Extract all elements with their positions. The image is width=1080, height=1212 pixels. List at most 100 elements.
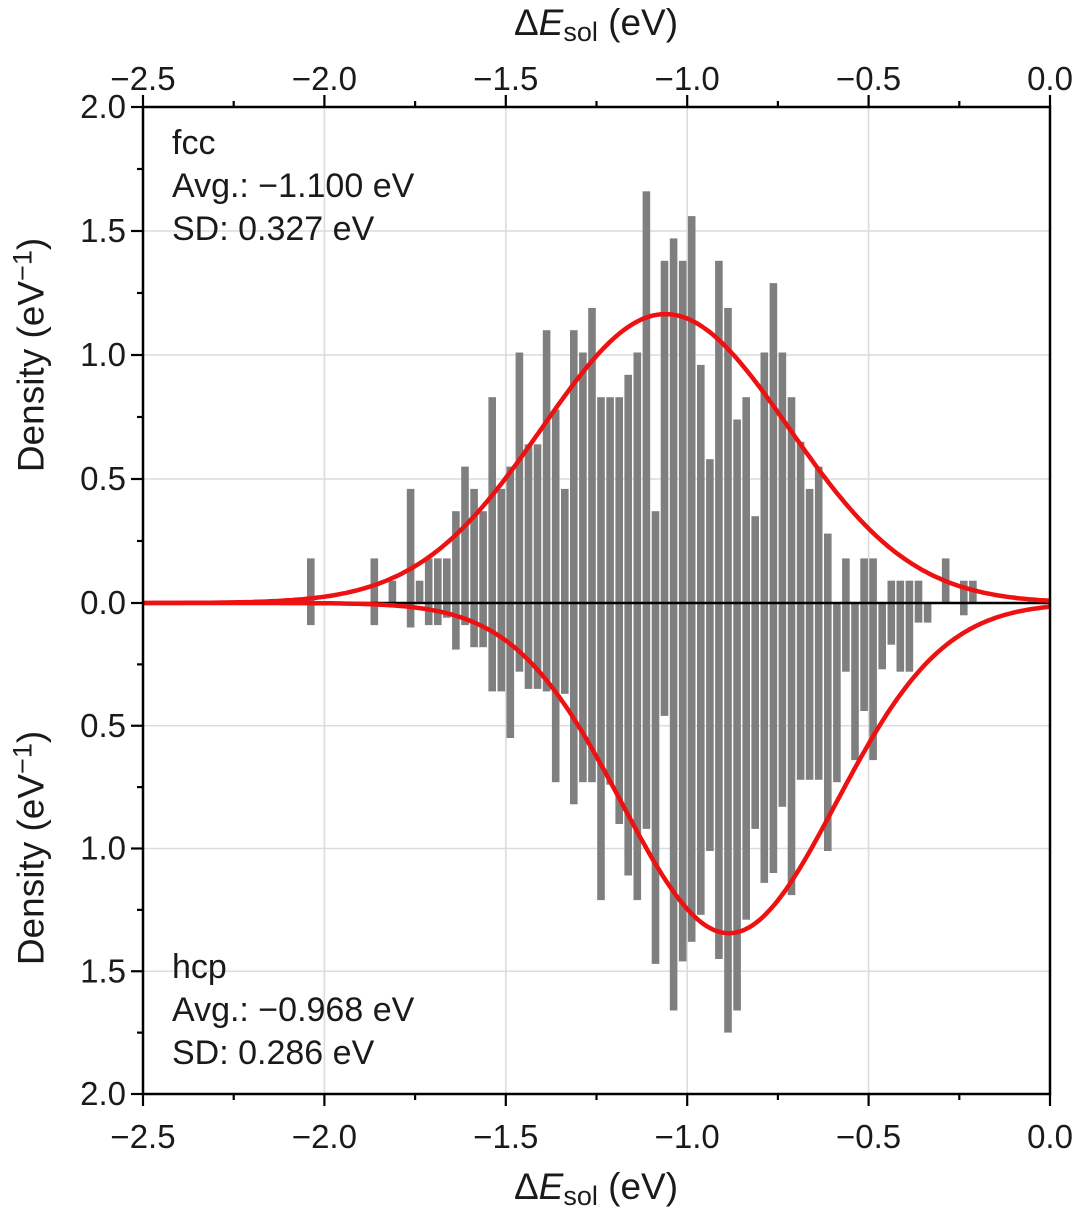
histogram-bar-fcc (787, 397, 796, 603)
annotation-fcc: fcc Avg.: −1.100 eV SD: 0.327 eV (172, 122, 414, 252)
histogram-bar-hcp (796, 603, 805, 780)
histogram-bar-fcc (651, 511, 660, 603)
histogram-bar-hcp (669, 603, 678, 1011)
histogram-bar-fcc (524, 444, 533, 603)
histogram-bar-hcp (742, 603, 750, 920)
histogram-bar-hcp (561, 603, 569, 694)
histogram-bar-hcp (515, 603, 524, 672)
histogram-bar-hcp (633, 603, 642, 901)
histogram-bar-fcc (434, 558, 442, 603)
histogram-bar-fcc (905, 580, 914, 603)
histogram-bar-fcc (406, 488, 415, 603)
histogram-bar-hcp (443, 603, 451, 618)
histogram-bar-fcc (497, 488, 506, 603)
y-title-text: Density (eV (10, 280, 52, 473)
x-tick-label-top: −2.0 (292, 60, 357, 97)
y-tick-label: 0.5 (80, 460, 126, 497)
histogram-bar-fcc (388, 580, 397, 603)
y-tick-label: 0.5 (80, 707, 126, 744)
histogram-bar-hcp (524, 603, 533, 689)
histogram-bar-hcp (896, 603, 905, 672)
histogram-bar-hcp (724, 603, 732, 1033)
y-tick-label: 1.5 (80, 952, 126, 989)
histogram-bar-fcc (588, 307, 596, 603)
histogram-bar-fcc (479, 511, 487, 603)
histogram-bar-fcc (415, 580, 424, 603)
histogram-bar-fcc (778, 352, 787, 603)
histogram-bar-fcc (615, 397, 623, 603)
y-axis-title-top: Density (eV−1) (8, 238, 53, 472)
histogram-bar-hcp (506, 603, 515, 738)
histogram-bar-fcc (370, 558, 379, 603)
histogram-bar-hcp (860, 603, 868, 711)
histogram-bar-fcc (697, 364, 705, 603)
histogram-bar-fcc (860, 558, 868, 603)
histogram-bar-fcc (461, 466, 469, 603)
histogram-bar-fcc (488, 397, 496, 603)
histogram-bar-hcp (878, 603, 886, 670)
y-title-text: Density (eV (10, 773, 52, 966)
histogram-bar-hcp (461, 603, 469, 626)
histogram-bar-fcc (452, 511, 460, 603)
histogram-bar-hcp (606, 603, 614, 785)
histogram-bar-hcp (869, 603, 877, 761)
energy-subscript: sol (563, 1181, 598, 1211)
y-tick-label: 1.0 (80, 336, 126, 373)
histogram-bar-fcc (715, 260, 723, 603)
histogram-bar-fcc (624, 374, 632, 603)
axis-unit: (eV) (597, 1166, 679, 1207)
histogram-bar-hcp (769, 603, 778, 873)
histogram-bar-fcc (869, 558, 877, 603)
histogram-bar-hcp (805, 603, 814, 780)
histogram-bar-fcc (533, 444, 542, 603)
histogram-bar-hcp (687, 603, 696, 942)
x-tick-label-top: 0.0 (1027, 60, 1073, 97)
energy-subscript: sol (563, 17, 598, 47)
histogram-bar-fcc (678, 260, 687, 603)
histogram-bar-fcc (687, 216, 696, 603)
histogram-bar-fcc (443, 558, 451, 603)
y-title-close: ) (10, 730, 52, 744)
histogram-bar-fcc (724, 307, 732, 603)
histogram-bar-hcp (651, 603, 660, 964)
histogram-bar-fcc (769, 283, 778, 603)
top-axis-title: ΔEsol (eV) (514, 2, 678, 48)
histogram-bar-fcc (706, 459, 714, 603)
fcc-stddev: SD: 0.327 eV (172, 210, 375, 249)
hcp-average: Avg.: −0.968 eV (172, 991, 415, 1030)
annotation-hcp: hcp Avg.: −0.968 eV SD: 0.286 eV (172, 946, 414, 1076)
histogram-bar-hcp (960, 603, 968, 616)
histogram-bar-hcp (914, 603, 923, 623)
delta-symbol: Δ (513, 1166, 539, 1207)
histogram-bar-fcc (960, 580, 968, 603)
histogram-bar-fcc (551, 409, 560, 603)
histogram-bar-hcp (851, 603, 859, 761)
histogram-bar-hcp (370, 603, 379, 626)
kde-curve-fcc (143, 311, 1051, 606)
histogram-bar-hcp (579, 603, 587, 783)
histogram-bar-hcp (307, 603, 315, 626)
y-tick-label: 2.0 (80, 1075, 126, 1112)
fcc-average: Avg.: −1.100 eV (172, 167, 415, 206)
histogram-bar-hcp (452, 603, 460, 650)
histogram-bar-hcp (905, 603, 914, 672)
histogram-bar-fcc (760, 352, 769, 603)
histogram-bar-fcc (542, 330, 551, 603)
histogram-bar-hcp (706, 603, 714, 851)
x-tick-label-bottom: −2.5 (110, 1118, 175, 1155)
histogram-bar-hcp (434, 603, 442, 626)
y-tick-label: 1.0 (80, 830, 126, 867)
histogram-bar-fcc (561, 488, 569, 603)
histogram-bar-fcc (606, 397, 614, 603)
histogram-bar-hcp (588, 603, 596, 783)
bottom-axis-title: ΔEsol (eV) (514, 1166, 678, 1212)
histogram-bar-fcc (307, 558, 315, 603)
histogram-bar-hcp (660, 603, 669, 716)
y-tick-label: 0.0 (80, 584, 126, 621)
histogram-bar-hcp (406, 603, 415, 628)
x-tick-label-bottom: −2.0 (292, 1118, 357, 1155)
histogram-bar-hcp (497, 603, 506, 692)
y-title-close: ) (10, 237, 52, 251)
histogram-bar-hcp (678, 603, 687, 962)
